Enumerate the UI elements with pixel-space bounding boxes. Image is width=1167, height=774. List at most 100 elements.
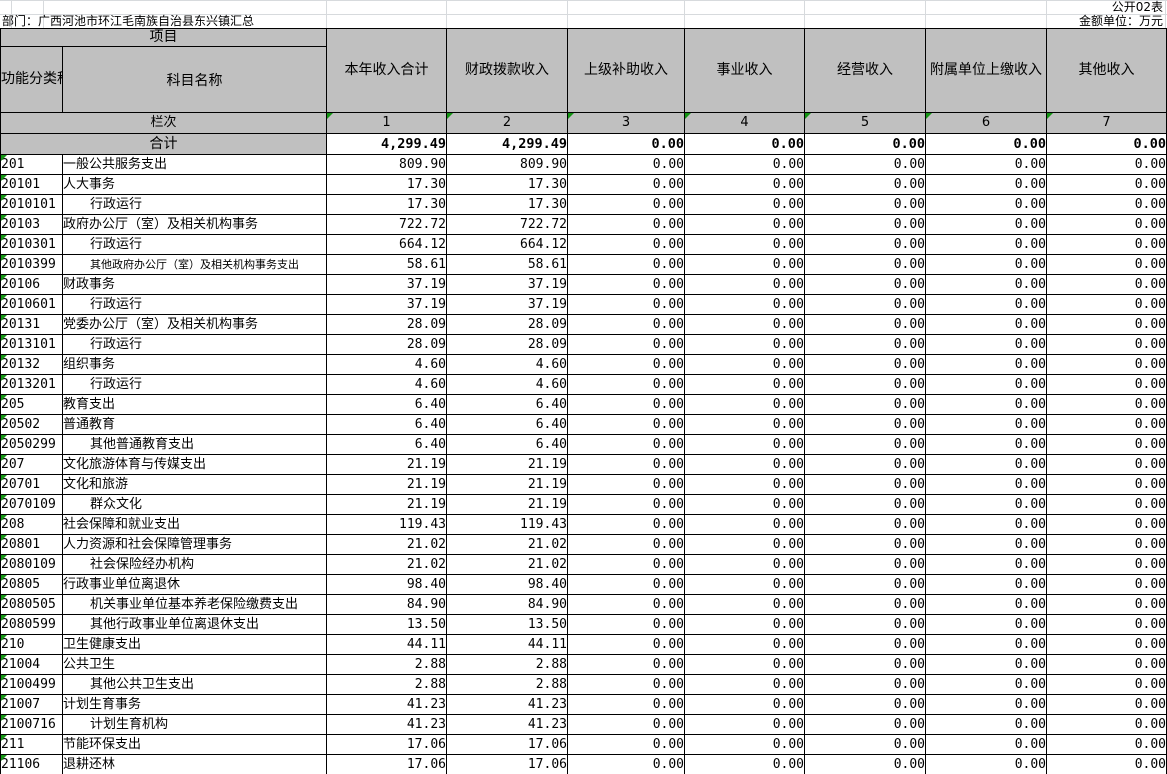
row-value-cell[interactable]: 0.00 — [567, 534, 685, 555]
row-value-cell[interactable]: 0.00 — [567, 234, 685, 255]
row-value-cell[interactable]: 0.00 — [1046, 554, 1167, 575]
row-value-cell[interactable]: 13.50 — [446, 614, 568, 635]
row-value-cell[interactable]: 0.00 — [1046, 214, 1167, 235]
row-value-cell[interactable]: 2.88 — [326, 654, 447, 675]
row-code-cell[interactable]: 2080505 — [0, 594, 63, 615]
row-value-cell[interactable]: 0.00 — [804, 314, 926, 335]
row-name-cell[interactable]: 文化旅游体育与传媒支出 — [62, 454, 327, 475]
row-value-cell[interactable]: 0.00 — [684, 674, 805, 695]
row-value-cell[interactable]: 0.00 — [684, 654, 805, 675]
col-header-superior-subsidy-income[interactable]: 上级补助收入 — [567, 28, 685, 113]
total-value-cell[interactable]: 4,299.49 — [446, 133, 568, 155]
row-value-cell[interactable]: 0.00 — [1046, 234, 1167, 255]
row-value-cell[interactable]: 809.90 — [446, 154, 568, 175]
row-value-cell[interactable]: 0.00 — [925, 514, 1047, 535]
row-name-cell[interactable]: 教育支出 — [62, 394, 327, 415]
row-value-cell[interactable]: 0.00 — [684, 374, 805, 395]
row-code-cell[interactable]: 2013101 — [0, 334, 63, 355]
row-value-cell[interactable]: 21.02 — [446, 534, 568, 555]
row-value-cell[interactable]: 0.00 — [1046, 514, 1167, 535]
row-value-cell[interactable]: 0.00 — [567, 694, 685, 715]
row-value-cell[interactable]: 17.06 — [446, 754, 568, 774]
row-value-cell[interactable]: 0.00 — [684, 574, 805, 595]
row-value-cell[interactable]: 0.00 — [684, 734, 805, 755]
row-code-cell[interactable]: 20701 — [0, 474, 63, 495]
row-value-cell[interactable]: 0.00 — [925, 414, 1047, 435]
row-value-cell[interactable]: 0.00 — [684, 334, 805, 355]
row-name-cell[interactable]: 行政运行 — [62, 194, 327, 215]
total-value-cell[interactable]: 0.00 — [804, 133, 926, 155]
row-value-cell[interactable]: 0.00 — [804, 414, 926, 435]
row-value-cell[interactable]: 41.23 — [326, 714, 447, 735]
lanci-col-1[interactable]: 1 — [326, 112, 447, 134]
row-value-cell[interactable]: 0.00 — [925, 234, 1047, 255]
row-name-cell[interactable]: 行政事业单位离退休 — [62, 574, 327, 595]
row-value-cell[interactable]: 0.00 — [1046, 394, 1167, 415]
lanci-col-4[interactable]: 4 — [684, 112, 805, 134]
row-value-cell[interactable]: 0.00 — [925, 194, 1047, 215]
row-value-cell[interactable]: 0.00 — [925, 374, 1047, 395]
row-name-cell[interactable]: 退耕还林 — [62, 754, 327, 774]
row-code-cell[interactable]: 2100499 — [0, 674, 63, 695]
row-value-cell[interactable]: 6.40 — [326, 394, 447, 415]
row-code-cell[interactable]: 2050299 — [0, 434, 63, 455]
row-code-cell[interactable]: 2070109 — [0, 494, 63, 515]
row-value-cell[interactable]: 0.00 — [804, 274, 926, 295]
row-value-cell[interactable]: 37.19 — [446, 294, 568, 315]
row-value-cell[interactable]: 0.00 — [684, 614, 805, 635]
row-code-cell[interactable]: 21007 — [0, 694, 63, 715]
row-value-cell[interactable]: 4.60 — [326, 374, 447, 395]
row-value-cell[interactable]: 0.00 — [925, 494, 1047, 515]
row-value-cell[interactable]: 0.00 — [804, 334, 926, 355]
row-value-cell[interactable]: 84.90 — [446, 594, 568, 615]
row-value-cell[interactable]: 0.00 — [925, 354, 1047, 375]
col-header-annual-income-total[interactable]: 本年收入合计 — [326, 28, 447, 113]
row-value-cell[interactable]: 0.00 — [1046, 334, 1167, 355]
row-value-cell[interactable]: 58.61 — [326, 254, 447, 275]
row-value-cell[interactable]: 0.00 — [1046, 494, 1167, 515]
row-value-cell[interactable]: 0.00 — [684, 174, 805, 195]
row-name-cell[interactable]: 节能环保支出 — [62, 734, 327, 755]
lanci-col-7[interactable]: 7 — [1046, 112, 1167, 134]
row-value-cell[interactable]: 722.72 — [446, 214, 568, 235]
row-code-cell[interactable]: 20132 — [0, 354, 63, 375]
row-value-cell[interactable]: 6.40 — [326, 434, 447, 455]
row-value-cell[interactable]: 0.00 — [925, 254, 1047, 275]
row-value-cell[interactable]: 0.00 — [1046, 474, 1167, 495]
row-name-cell[interactable]: 机关事业单位基本养老保险缴费支出 — [62, 594, 327, 615]
row-code-cell[interactable]: 2080599 — [0, 614, 63, 635]
row-value-cell[interactable]: 0.00 — [1046, 354, 1167, 375]
row-value-cell[interactable]: 0.00 — [1046, 174, 1167, 195]
row-value-cell[interactable]: 0.00 — [684, 274, 805, 295]
row-value-cell[interactable]: 119.43 — [326, 514, 447, 535]
row-value-cell[interactable]: 0.00 — [1046, 454, 1167, 475]
row-value-cell[interactable]: 0.00 — [1046, 154, 1167, 175]
row-value-cell[interactable]: 0.00 — [567, 434, 685, 455]
row-value-cell[interactable]: 0.00 — [1046, 254, 1167, 275]
row-value-cell[interactable]: 4.60 — [446, 354, 568, 375]
row-value-cell[interactable]: 0.00 — [567, 614, 685, 635]
row-value-cell[interactable]: 0.00 — [1046, 754, 1167, 774]
row-value-cell[interactable]: 0.00 — [684, 554, 805, 575]
row-value-cell[interactable]: 0.00 — [684, 194, 805, 215]
row-value-cell[interactable]: 0.00 — [925, 574, 1047, 595]
row-value-cell[interactable]: 0.00 — [804, 654, 926, 675]
row-value-cell[interactable]: 0.00 — [925, 534, 1047, 555]
row-name-cell[interactable]: 人力资源和社会保障管理事务 — [62, 534, 327, 555]
row-code-cell[interactable]: 2010399 — [0, 254, 63, 275]
row-value-cell[interactable]: 0.00 — [804, 214, 926, 235]
row-value-cell[interactable]: 13.50 — [326, 614, 447, 635]
row-code-cell[interactable]: 20801 — [0, 534, 63, 555]
row-value-cell[interactable]: 0.00 — [804, 574, 926, 595]
row-code-cell[interactable]: 208 — [0, 514, 63, 535]
row-name-cell[interactable]: 卫生健康支出 — [62, 634, 327, 655]
row-value-cell[interactable]: 0.00 — [804, 254, 926, 275]
row-value-cell[interactable]: 0.00 — [1046, 654, 1167, 675]
row-value-cell[interactable]: 0.00 — [925, 314, 1047, 335]
lanci-col-6[interactable]: 6 — [925, 112, 1047, 134]
row-value-cell[interactable]: 0.00 — [684, 414, 805, 435]
row-value-cell[interactable]: 0.00 — [1046, 434, 1167, 455]
row-value-cell[interactable]: 0.00 — [684, 394, 805, 415]
row-value-cell[interactable]: 0.00 — [925, 474, 1047, 495]
row-value-cell[interactable]: 28.09 — [326, 314, 447, 335]
